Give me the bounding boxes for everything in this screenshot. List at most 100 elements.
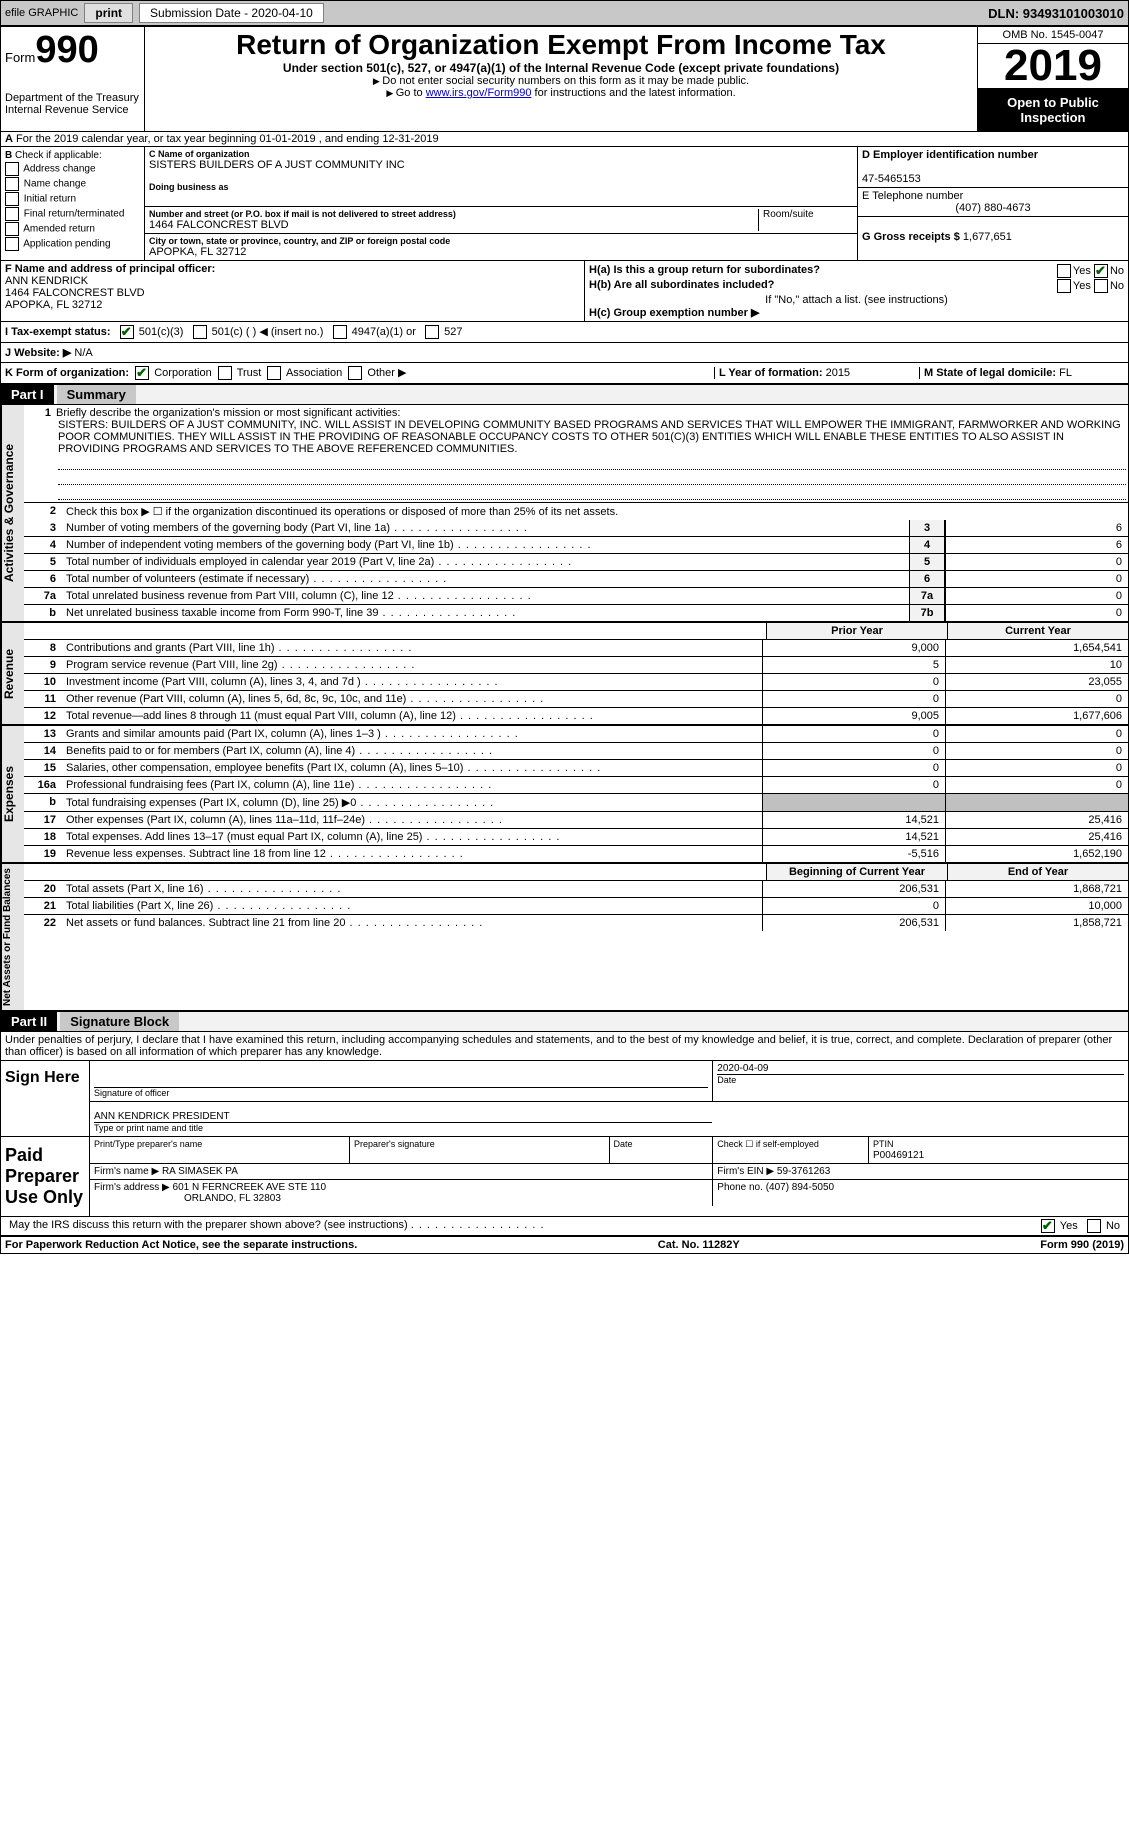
cb-initial-return[interactable] bbox=[5, 192, 19, 206]
side-expenses: Expenses bbox=[1, 726, 24, 862]
form-title-block: Return of Organization Exempt From Incom… bbox=[145, 27, 978, 131]
cb-hb-yes[interactable] bbox=[1057, 279, 1071, 293]
cb-discuss-no[interactable] bbox=[1087, 1219, 1101, 1233]
table-row: 12Total revenue—add lines 8 through 11 (… bbox=[24, 708, 1128, 724]
tel-label: E Telephone number bbox=[862, 190, 963, 202]
discuss-yes: Yes bbox=[1060, 1220, 1078, 1232]
firm-name-label: Firm's name ▶ bbox=[94, 1166, 159, 1177]
footer-left: For Paperwork Reduction Act Notice, see … bbox=[5, 1239, 357, 1251]
section-revenue: Revenue Prior Year Current Year 8Contrib… bbox=[1, 623, 1128, 726]
header-right-block: OMB No. 1545-0047 2019 Open to Public In… bbox=[978, 27, 1128, 131]
firm-addr2: ORLANDO, FL 32803 bbox=[184, 1193, 281, 1204]
form-subtitle: Under section 501(c), 527, or 4947(a)(1)… bbox=[147, 61, 975, 75]
cb-app-pending[interactable] bbox=[5, 237, 19, 251]
open-inspection: Open to Public Inspection bbox=[978, 89, 1128, 131]
dept-irs: Internal Revenue Service bbox=[5, 104, 140, 116]
q2-text: Check this box ▶ ☐ if the organization d… bbox=[62, 503, 1128, 520]
cb-corp[interactable] bbox=[135, 366, 149, 380]
form-footer: For Paperwork Reduction Act Notice, see … bbox=[1, 1237, 1128, 1253]
lbl-501c: 501(c) ( ) ◀ (insert no.) bbox=[212, 326, 324, 338]
row-k: K Form of organization: Corporation Trus… bbox=[1, 363, 1128, 385]
tax-year: 2019 bbox=[978, 44, 1128, 89]
officer-label: F Name and address of principal officer: bbox=[5, 263, 215, 275]
cb-527[interactable] bbox=[425, 325, 439, 339]
ha-no: No bbox=[1110, 265, 1124, 277]
prep-sig-label: Preparer's signature bbox=[354, 1139, 435, 1149]
firm-ein-label: Firm's EIN ▶ bbox=[717, 1166, 774, 1177]
cb-ha-yes[interactable] bbox=[1057, 264, 1071, 278]
website-value: N/A bbox=[74, 347, 92, 359]
state-domicile-label: M State of legal domicile: bbox=[924, 367, 1056, 379]
hb-no: No bbox=[1110, 280, 1124, 292]
footer-right: Form 990 (2019) bbox=[1040, 1239, 1124, 1251]
table-row: 16aProfessional fundraising fees (Part I… bbox=[24, 777, 1128, 794]
column-h: H(a) Is this a group return for subordin… bbox=[585, 261, 1128, 321]
tax-status-label: I Tax-exempt status: bbox=[5, 326, 111, 338]
sign-here-row: Sign Here Signature of officer 2020-04-0… bbox=[1, 1061, 1128, 1137]
column-b: B Check if applicable: Address change Na… bbox=[1, 147, 145, 260]
addr-value: 1464 FALCONCREST BLVD bbox=[149, 219, 758, 231]
cb-501c3[interactable] bbox=[120, 325, 134, 339]
cb-discuss-yes[interactable] bbox=[1041, 1219, 1055, 1233]
lbl-assoc: Association bbox=[286, 367, 342, 379]
form-title: Return of Organization Exempt From Incom… bbox=[147, 29, 975, 61]
preparer-label: Paid Preparer Use Only bbox=[1, 1137, 90, 1216]
table-row: 7aTotal unrelated business revenue from … bbox=[24, 588, 1128, 605]
cb-hb-no[interactable] bbox=[1094, 279, 1108, 293]
part-ii-title: Signature Block bbox=[60, 1012, 179, 1031]
lbl-app-pending: Application pending bbox=[23, 239, 110, 250]
year-formation: 2015 bbox=[826, 367, 850, 379]
print-button[interactable]: print bbox=[84, 3, 133, 23]
table-row: 17Other expenses (Part IX, column (A), l… bbox=[24, 812, 1128, 829]
table-row: 3Number of voting members of the governi… bbox=[24, 520, 1128, 537]
lbl-527: 527 bbox=[444, 326, 462, 338]
table-row: 13Grants and similar amounts paid (Part … bbox=[24, 726, 1128, 743]
row-j: J Website: ▶ N/A bbox=[1, 343, 1128, 363]
side-netassets: Net Assets or Fund Balances bbox=[1, 864, 24, 1010]
cb-ha-no[interactable] bbox=[1094, 264, 1108, 278]
sign-date-label: Date bbox=[717, 1075, 736, 1085]
officer-name: ANN KENDRICK bbox=[5, 275, 88, 287]
gross-value: 1,677,651 bbox=[963, 231, 1012, 243]
irs-link[interactable]: www.irs.gov/Form990 bbox=[426, 87, 532, 99]
cb-4947[interactable] bbox=[333, 325, 347, 339]
begin-year-hdr: Beginning of Current Year bbox=[766, 864, 947, 880]
firm-addr1: 601 N FERNCREEK AVE STE 110 bbox=[173, 1182, 327, 1193]
part-ii-header: Part II Signature Block bbox=[1, 1012, 1128, 1032]
sign-name-label: Type or print name and title bbox=[94, 1123, 203, 1133]
cb-501c[interactable] bbox=[193, 325, 207, 339]
lbl-other: Other ▶ bbox=[367, 367, 406, 379]
cb-amended-return[interactable] bbox=[5, 222, 19, 236]
form-number: 990 bbox=[35, 29, 98, 71]
lbl-4947: 4947(a)(1) or bbox=[352, 326, 416, 338]
sign-name: ANN KENDRICK PRESIDENT bbox=[94, 1111, 230, 1122]
cb-name-change[interactable] bbox=[5, 177, 19, 191]
table-row: 14Benefits paid to or for members (Part … bbox=[24, 743, 1128, 760]
ptin-label: PTIN bbox=[873, 1139, 894, 1149]
cb-other[interactable] bbox=[348, 366, 362, 380]
prior-year-hdr: Prior Year bbox=[766, 623, 947, 639]
table-row: 11Other revenue (Part VIII, column (A), … bbox=[24, 691, 1128, 708]
declaration-text: Under penalties of perjury, I declare th… bbox=[1, 1032, 1128, 1061]
hb-yes: Yes bbox=[1073, 280, 1091, 292]
column-c: C Name of organization SISTERS BUILDERS … bbox=[145, 147, 858, 260]
lbl-initial-return: Initial return bbox=[24, 194, 76, 205]
cb-trust[interactable] bbox=[218, 366, 232, 380]
prep-date-label: Date bbox=[614, 1139, 633, 1149]
ha-label: H(a) Is this a group return for subordin… bbox=[589, 264, 820, 276]
discuss-no: No bbox=[1106, 1220, 1120, 1232]
row-i: I Tax-exempt status: 501(c)(3) 501(c) ( … bbox=[1, 322, 1128, 343]
cb-assoc[interactable] bbox=[267, 366, 281, 380]
section-expenses: Expenses 13Grants and similar amounts pa… bbox=[1, 726, 1128, 864]
mission-block: 1Briefly describe the organization's mis… bbox=[24, 405, 1128, 503]
table-row: 6Total number of volunteers (estimate if… bbox=[24, 571, 1128, 588]
current-year-hdr: Current Year bbox=[947, 623, 1128, 639]
lbl-corp: Corporation bbox=[154, 367, 211, 379]
table-row: 15Salaries, other compensation, employee… bbox=[24, 760, 1128, 777]
dln-label: DLN: 93493101003010 bbox=[988, 6, 1124, 21]
hb-note: If "No," attach a list. (see instruction… bbox=[589, 294, 1124, 306]
cb-final-return[interactable] bbox=[5, 207, 19, 221]
cb-address-change[interactable] bbox=[5, 162, 19, 176]
sig-officer-label: Signature of officer bbox=[94, 1088, 169, 1098]
gross-label: G Gross receipts $ bbox=[862, 231, 960, 243]
